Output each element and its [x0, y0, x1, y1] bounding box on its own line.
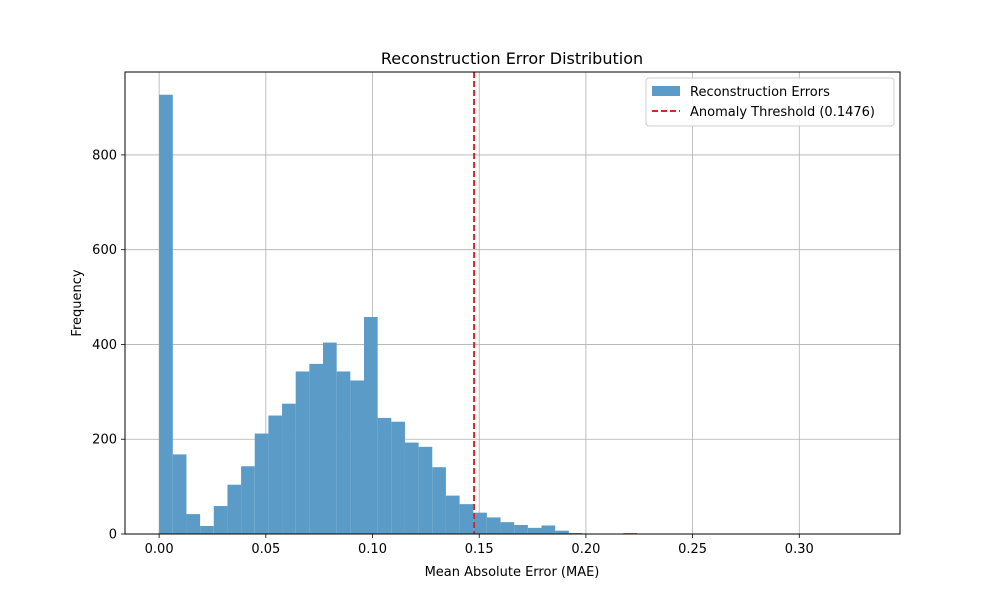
- histogram-bar: [172, 454, 187, 534]
- y-axis-label: Frequency: [70, 269, 85, 336]
- y-tick-label: 400: [92, 338, 117, 353]
- histogram-bar: [227, 484, 242, 534]
- legend: Reconstruction Errors Anomaly Threshold …: [645, 77, 895, 127]
- histogram-bar: [432, 467, 446, 534]
- histogram-bar: [159, 94, 173, 534]
- legend-box: [645, 77, 895, 127]
- histogram-bar: [363, 316, 378, 534]
- legend-label-threshold: Anomaly Threshold (0.1476): [690, 105, 875, 120]
- axes-frame: [124, 71, 901, 535]
- histogram-bar: [527, 527, 542, 534]
- histogram-bar: [404, 442, 419, 534]
- histogram-bar: [473, 512, 487, 534]
- histogram-bar: [309, 363, 324, 534]
- grid-layer: [125, 72, 900, 535]
- y-tick-label: 800: [92, 148, 117, 163]
- x-tick-label: 0.00: [145, 542, 174, 557]
- histogram-bar: [541, 525, 556, 534]
- histogram-bar: [282, 403, 296, 534]
- x-tick-label: 0.20: [571, 542, 600, 557]
- histogram-bar: [486, 517, 501, 534]
- histogram-bar: [418, 446, 433, 534]
- histogram-bar: [459, 504, 474, 534]
- x-tick-label: 0.15: [465, 542, 494, 557]
- histogram-bar: [186, 514, 201, 534]
- histogram-bar: [350, 380, 364, 534]
- histogram-bar: [555, 530, 569, 534]
- histogram-bar: [323, 342, 337, 534]
- legend-label-bars: Reconstruction Errors: [690, 85, 830, 100]
- histogram-bar: [200, 525, 214, 534]
- x-tick-label: 0.30: [785, 542, 814, 557]
- y-tick-label: 200: [92, 433, 117, 448]
- histogram-bar: [391, 421, 405, 534]
- bars-layer: [159, 94, 638, 534]
- chart-title: Reconstruction Error Distribution: [381, 49, 643, 68]
- histogram-bar: [336, 371, 351, 534]
- x-axis-label: Mean Absolute Error (MAE): [425, 565, 600, 580]
- histogram-bar: [254, 433, 269, 534]
- x-tick-label: 0.10: [358, 542, 387, 557]
- histogram-bar: [213, 506, 228, 534]
- ticks-layer: 0.00 0.05 0.10 0.15 0.20 0.25 0.30 0 200 400 600 80…: [92, 148, 814, 557]
- histogram-bar: [445, 495, 460, 534]
- legend-swatch-bars: [652, 86, 680, 96]
- y-tick-label: 0: [109, 528, 117, 543]
- histogram-bar: [377, 417, 392, 534]
- x-tick-label: 0.05: [251, 542, 280, 557]
- histogram-bar: [268, 415, 283, 534]
- histogram-bar: [295, 371, 310, 534]
- histogram-bar: [500, 522, 515, 534]
- histogram-bar: [514, 524, 528, 534]
- x-tick-label: 0.25: [678, 542, 707, 557]
- histogram-bar: [241, 466, 255, 534]
- y-tick-label: 600: [92, 243, 117, 258]
